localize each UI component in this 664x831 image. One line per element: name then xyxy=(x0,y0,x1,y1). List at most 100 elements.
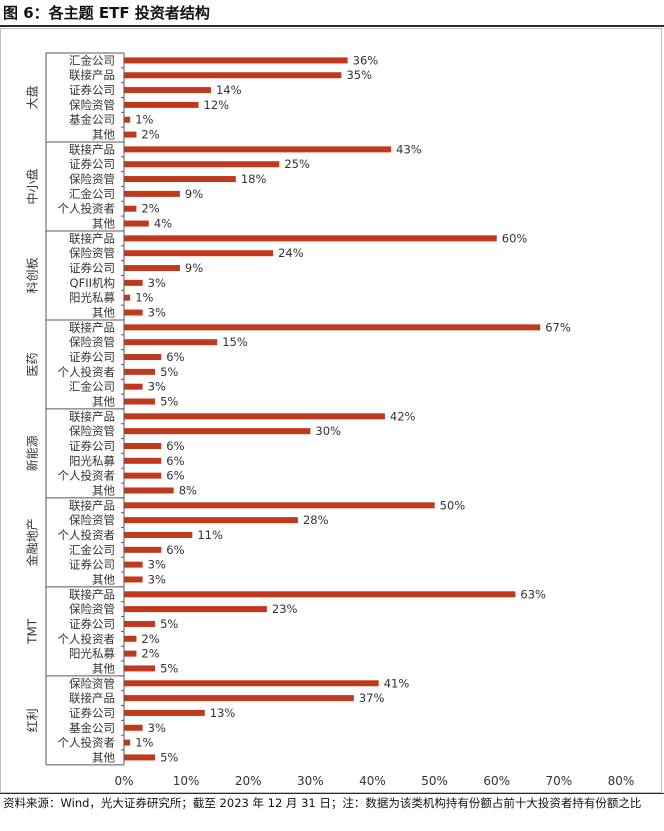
value-label: 6% xyxy=(166,543,184,557)
bar xyxy=(124,739,131,746)
category-label: 个人投资者 xyxy=(58,632,116,646)
x-tick-label: 40% xyxy=(359,774,386,788)
note-divider xyxy=(0,793,664,794)
value-label: 9% xyxy=(185,261,203,275)
category-label: 汇金公司 xyxy=(69,53,115,67)
category-label: 阳光私募 xyxy=(69,291,115,305)
value-label: 60% xyxy=(502,231,528,245)
category-label: 保险资管 xyxy=(69,424,115,438)
category-label: 汇金公司 xyxy=(69,543,115,557)
value-label: 2% xyxy=(141,632,159,646)
group-label: 金融地产 xyxy=(25,518,40,566)
category-label: 其他 xyxy=(92,483,115,497)
category-label: 证券公司 xyxy=(69,261,115,275)
value-label: 8% xyxy=(179,483,197,497)
bar xyxy=(124,190,180,197)
value-label: 43% xyxy=(396,142,422,156)
value-label: 15% xyxy=(222,335,248,349)
bar xyxy=(124,413,385,420)
category-label: 保险资管 xyxy=(69,98,115,112)
category-label: 其他 xyxy=(92,572,115,586)
bar xyxy=(124,309,143,316)
value-label: 5% xyxy=(160,365,178,379)
x-tick-label: 50% xyxy=(421,774,448,788)
bar xyxy=(124,220,149,227)
bar xyxy=(124,650,137,657)
x-tick-label: 20% xyxy=(235,774,262,788)
value-label: 42% xyxy=(390,409,416,423)
category-label: 阳光私募 xyxy=(69,454,115,468)
bar xyxy=(124,428,311,435)
category-label: 证券公司 xyxy=(69,83,115,97)
bar xyxy=(124,116,131,123)
value-label: 63% xyxy=(520,587,546,601)
value-label: 5% xyxy=(160,617,178,631)
value-label: 35% xyxy=(346,68,372,82)
value-label: 41% xyxy=(384,676,410,690)
category-label: 阳光私募 xyxy=(69,647,115,661)
value-label: 23% xyxy=(272,602,298,616)
bar xyxy=(124,709,205,716)
group-label: 红利 xyxy=(25,708,40,732)
bar xyxy=(124,576,143,583)
category-label: 汇金公司 xyxy=(69,380,115,394)
category-label: 联接产品 xyxy=(69,320,115,334)
group-label: 新能源 xyxy=(25,435,40,471)
bar xyxy=(124,754,156,761)
bar xyxy=(124,680,379,687)
category-label: 保险资管 xyxy=(69,602,115,616)
value-label: 30% xyxy=(315,424,341,438)
bar xyxy=(124,517,298,524)
category-label: 证券公司 xyxy=(69,350,115,364)
figure-title: 图 6：各主题 ETF 投资者结构 xyxy=(3,4,210,22)
title-divider xyxy=(0,25,664,27)
group-label: 大盘 xyxy=(25,85,40,109)
value-label: 2% xyxy=(141,647,159,661)
bar xyxy=(124,368,156,375)
bar xyxy=(124,265,180,272)
bar xyxy=(124,294,131,301)
value-label: 4% xyxy=(154,217,172,231)
bar xyxy=(124,606,267,613)
category-label: 基金公司 xyxy=(69,721,115,735)
category-label: 证券公司 xyxy=(69,617,115,631)
category-label: 其他 xyxy=(92,750,115,764)
bar xyxy=(124,398,156,405)
value-label: 9% xyxy=(185,187,203,201)
value-label: 2% xyxy=(141,202,159,216)
value-label: 50% xyxy=(440,498,466,512)
bar xyxy=(124,72,342,79)
source-note: 资料来源：Wind，光大证券研究所；截至 2023 年 12 月 31 日；注：… xyxy=(3,796,642,810)
category-label: 保险资管 xyxy=(69,676,115,690)
category-label: 个人投资者 xyxy=(58,365,116,379)
category-label: 其他 xyxy=(92,217,115,231)
value-label: 1% xyxy=(135,736,153,750)
value-label: 6% xyxy=(166,350,184,364)
category-label: 联接产品 xyxy=(69,587,115,601)
bar xyxy=(124,695,354,702)
bar xyxy=(124,176,236,183)
bar xyxy=(124,472,162,479)
value-label: 5% xyxy=(160,661,178,675)
group-label: 医药 xyxy=(26,352,40,376)
category-label: 保险资管 xyxy=(69,335,115,349)
bar xyxy=(124,205,137,212)
value-label: 3% xyxy=(148,558,166,572)
category-label: 其他 xyxy=(92,128,115,142)
category-label: 保险资管 xyxy=(69,172,115,186)
bar xyxy=(124,502,435,509)
category-label: 个人投资者 xyxy=(58,736,116,750)
category-label: 联接产品 xyxy=(69,68,115,82)
x-tick-label: 80% xyxy=(608,774,635,788)
category-label: 联接产品 xyxy=(69,142,115,156)
bar xyxy=(124,161,280,168)
bar xyxy=(124,57,348,64)
value-label: 12% xyxy=(204,98,230,112)
bar xyxy=(124,383,143,390)
value-label: 3% xyxy=(148,721,166,735)
category-label: 个人投资者 xyxy=(58,469,116,483)
category-label: 个人投资者 xyxy=(58,202,116,216)
bar xyxy=(124,131,137,138)
value-label: 6% xyxy=(166,469,184,483)
category-label: 其他 xyxy=(92,306,115,320)
